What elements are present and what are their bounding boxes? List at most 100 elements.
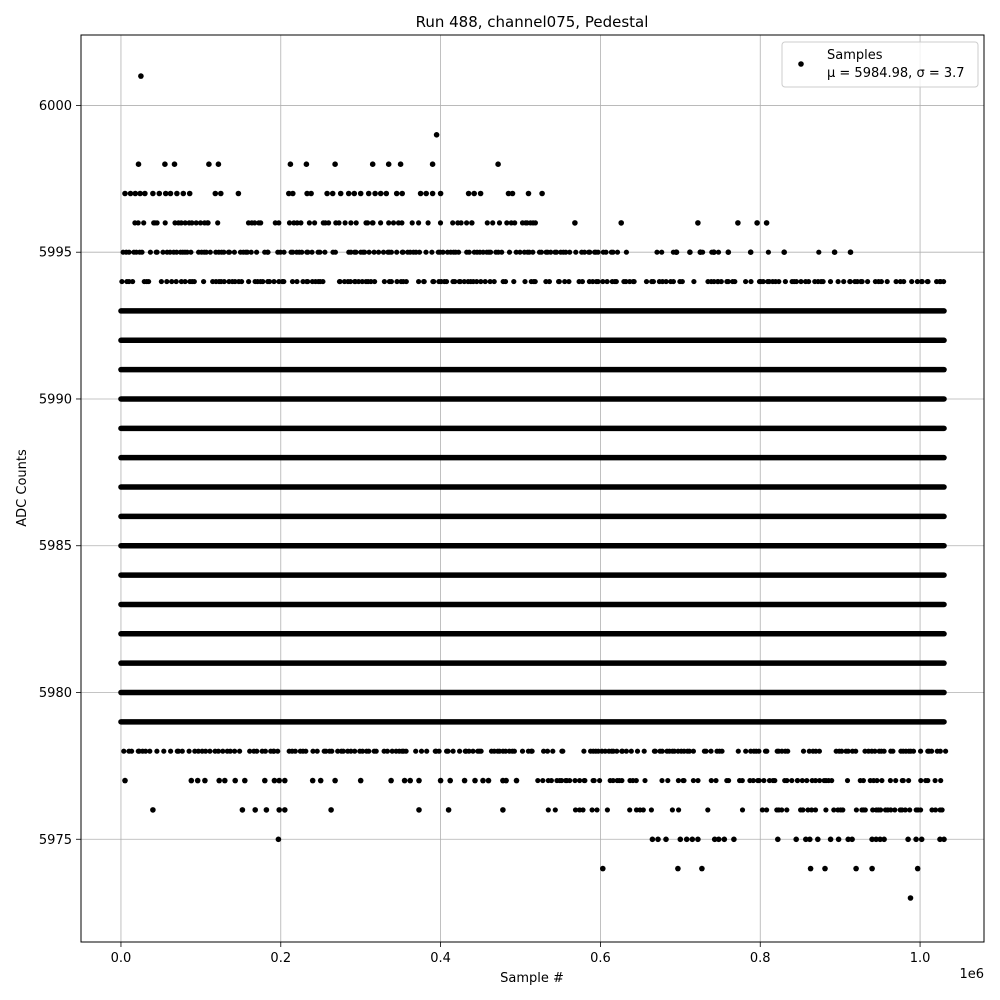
sample-point — [776, 278, 782, 285]
sample-point — [529, 748, 535, 754]
sample-point — [332, 777, 338, 784]
sample-point — [719, 748, 725, 754]
sample-point — [403, 748, 409, 754]
y-tick-label: 5990 — [39, 392, 72, 407]
sample-point — [239, 278, 245, 285]
sample-point — [342, 220, 348, 226]
legend: Samples μ = 5984.98, σ = 3.7 — [781, 41, 979, 88]
sample-point — [840, 807, 846, 813]
sample-point — [188, 777, 195, 784]
sample-point — [748, 278, 754, 285]
sample-point — [623, 748, 630, 754]
sample-point — [735, 220, 741, 226]
sample-point — [669, 807, 676, 813]
sample-point — [335, 748, 341, 754]
sample-point — [806, 748, 812, 754]
sample-point — [793, 836, 799, 843]
sample-point — [232, 777, 238, 784]
sample-point — [337, 278, 343, 285]
sample-point — [506, 249, 513, 255]
sample-point — [566, 278, 572, 285]
sample-point — [386, 220, 392, 226]
sample-point — [943, 748, 949, 754]
sample-point — [847, 249, 854, 255]
sample-point — [614, 748, 620, 754]
sample-point — [154, 220, 160, 226]
sample-point — [164, 278, 170, 285]
sample-point — [220, 748, 226, 754]
sample-point — [275, 748, 281, 754]
sample-point — [735, 748, 741, 754]
y-tick-label: 5985 — [39, 539, 72, 554]
sample-point — [221, 249, 227, 255]
sample-point — [480, 777, 486, 784]
sample-point — [594, 807, 600, 813]
sample-point — [713, 777, 719, 784]
sample-point — [513, 249, 519, 255]
sample-point — [784, 807, 790, 813]
sample-point — [754, 220, 760, 226]
sample-point — [329, 190, 336, 197]
sample-point — [929, 748, 935, 754]
sample-point — [648, 807, 655, 813]
sample-point — [182, 278, 188, 285]
sample-point — [689, 836, 696, 843]
sample-point — [206, 161, 212, 167]
sample-point — [457, 278, 463, 285]
sample-point — [907, 807, 913, 813]
sample-point — [556, 278, 562, 285]
sample-point — [532, 220, 539, 226]
sample-point — [865, 278, 871, 285]
y-tick-label: 5975 — [39, 833, 72, 848]
sample-point — [289, 278, 296, 285]
sample-point — [416, 807, 422, 813]
sample-point — [357, 190, 364, 197]
sample-point — [892, 807, 898, 813]
sample-point — [174, 249, 180, 255]
sample-point — [708, 777, 714, 784]
sample-point — [182, 220, 188, 226]
sample-point — [652, 748, 658, 754]
sample-point — [135, 220, 141, 226]
sample-point — [597, 777, 603, 784]
sample-point — [918, 748, 924, 754]
sample-point — [179, 748, 185, 754]
x-tick-label: 0.6 — [590, 951, 611, 966]
sample-point — [156, 190, 163, 197]
sample-point — [466, 748, 472, 754]
sample-point — [610, 777, 616, 784]
sample-point — [649, 836, 656, 843]
sample-point — [485, 777, 492, 784]
sample-point — [918, 777, 924, 784]
sample-point — [853, 807, 860, 813]
sample-point — [761, 777, 767, 784]
sample-point — [938, 777, 944, 784]
sample-point — [631, 278, 637, 285]
sample-point — [271, 748, 277, 754]
sample-point — [130, 278, 136, 285]
sample-point — [246, 278, 252, 285]
sample-point — [403, 278, 409, 285]
sample-point — [756, 777, 762, 784]
sample-point — [281, 278, 287, 285]
sample-point — [139, 249, 145, 255]
sample-point — [813, 748, 819, 754]
sample-point — [697, 249, 704, 255]
sample-point — [215, 161, 222, 167]
sample-point — [572, 777, 578, 784]
sample-point — [807, 865, 814, 872]
sample-point — [793, 278, 800, 285]
sample-point — [772, 777, 778, 784]
sample-point — [816, 249, 822, 255]
sample-point — [873, 836, 879, 843]
sample-point — [138, 73, 144, 79]
sample-point — [205, 220, 211, 226]
sample-point — [203, 249, 209, 255]
sample-point — [478, 748, 484, 754]
sample-point — [491, 278, 497, 285]
sample-point — [764, 748, 770, 754]
legend-box — [781, 41, 979, 88]
sample-point — [275, 836, 282, 843]
sample-point — [835, 278, 841, 285]
